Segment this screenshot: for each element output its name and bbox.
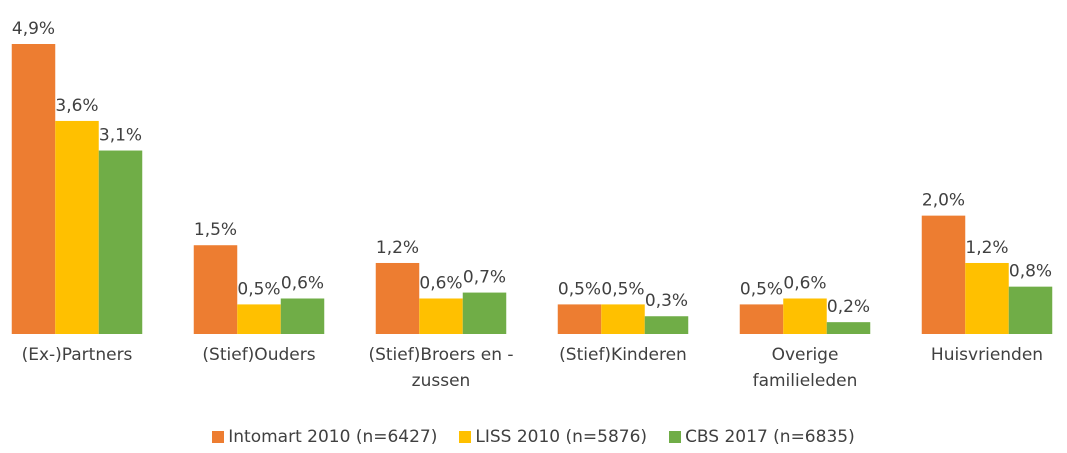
x-tick-label: (Ex-)Partners [21,345,133,365]
bar [826,322,871,334]
legend-item: Intomart 2010 (n=6427) [212,427,437,447]
bar [783,298,827,334]
data-label: 1,2% [965,238,1008,258]
bar [644,316,689,334]
data-label: 3,6% [55,96,98,116]
data-label: 1,2% [376,238,419,258]
data-label: 0,2% [827,297,870,317]
x-tick-label: Huisvrienden [930,345,1044,365]
legend-swatch [212,431,225,443]
legend-label: LISS 2010 (n=5876) [475,427,648,447]
bar [965,262,1009,334]
bar [193,245,238,334]
data-label: 4,9% [12,19,55,39]
data-label: 0,5% [558,279,601,299]
bar [601,304,645,334]
data-label: 0,5% [601,279,644,299]
bar [1008,286,1053,334]
legend-swatch [459,431,472,443]
legend-label: CBS 2017 (n=6835) [685,427,855,447]
data-label: 0,5% [237,279,280,299]
data-label: 1,5% [194,220,237,240]
bar [462,292,507,334]
data-label: 0,5% [740,279,783,299]
bar [739,304,784,334]
data-label: 0,6% [281,273,324,293]
x-tick-label: (Stief)Kinderen [559,345,687,365]
legend-swatch [669,431,682,443]
data-label: 2,0% [922,191,965,211]
bar [280,298,325,334]
bar [419,298,463,334]
bar [55,120,99,334]
legend-label: Intomart 2010 (n=6427) [228,427,438,447]
bar [375,262,420,334]
data-label: 0,3% [645,291,688,311]
bar [98,150,143,334]
data-label: 0,6% [419,273,462,293]
data-label: 3,1% [99,126,142,146]
bar [237,304,281,334]
bar [11,44,56,334]
legend: Intomart 2010 (n=6427) LISS 2010 (n=5876)… [0,427,1067,447]
x-tick-label: Overige familieleden [752,345,858,391]
data-label: 0,7% [463,268,506,288]
legend-item: LISS 2010 (n=5876) [459,427,647,447]
legend-item: CBS 2017 (n=6835) [669,427,855,447]
data-label: 0,6% [783,273,826,293]
bar [557,304,602,334]
data-label: 0,8% [1009,262,1052,282]
x-tick-label: (Stief)Ouders [202,345,316,365]
x-tick-label: (Stief)Broers en - zussen [368,345,514,391]
plot: 4,9%3,6%3,1%1,5%0,5% 0,6%1,2%0,6% 0,7%0,5%… [11,19,1053,334]
bar [921,215,966,334]
